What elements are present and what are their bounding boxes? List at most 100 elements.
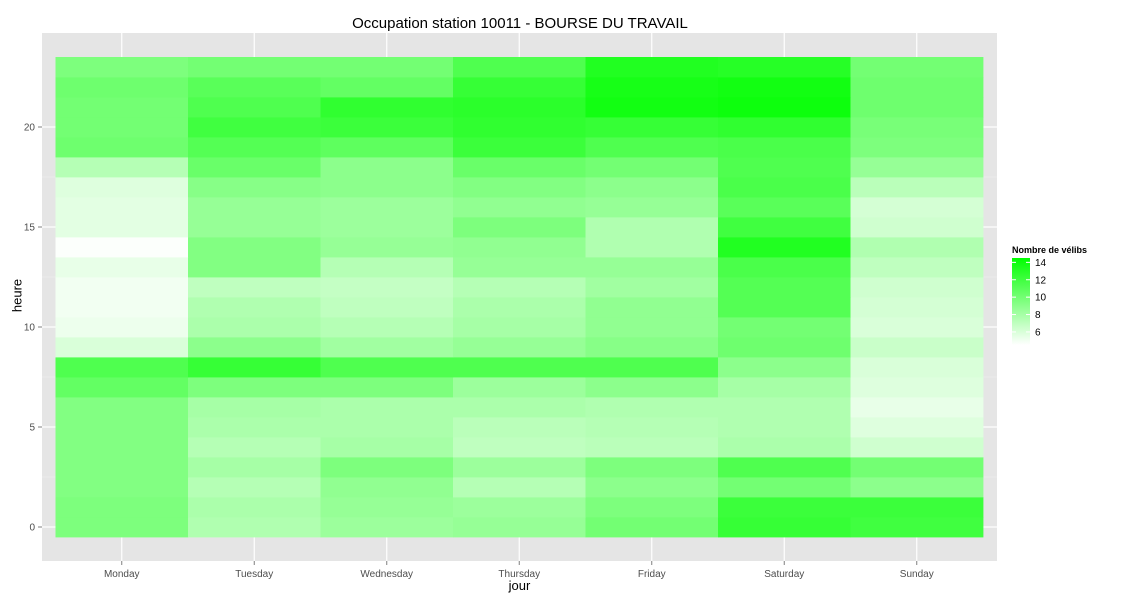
- plot-panel: [42, 33, 997, 561]
- heatmap-cell: [850, 317, 984, 338]
- heatmap-cell: [453, 257, 586, 278]
- heatmap-cell: [55, 477, 189, 498]
- heatmap-cell: [188, 457, 321, 478]
- heatmap-cell: [850, 397, 984, 418]
- heatmap-cell: [453, 417, 586, 438]
- heatmap-cell: [453, 57, 586, 78]
- x-axis-label: jour: [508, 578, 531, 593]
- heatmap-cell: [453, 177, 586, 198]
- heatmap-cell: [320, 217, 454, 238]
- heatmap-cell: [850, 257, 984, 278]
- heatmap-cell: [850, 437, 984, 458]
- heatmap-cell: [585, 277, 719, 298]
- heatmap-cell: [55, 157, 189, 178]
- heatmap-cell: [453, 337, 586, 358]
- heatmap-cell: [55, 397, 189, 418]
- heatmap-cell: [718, 417, 851, 438]
- heatmap-cell: [453, 77, 586, 98]
- heatmap-cell: [320, 497, 454, 518]
- heatmap-cell: [718, 57, 851, 78]
- heatmap-cell: [718, 237, 851, 258]
- heatmap-cell: [585, 357, 719, 378]
- y-tick-label: 0: [29, 523, 35, 534]
- heatmap-cell: [188, 297, 321, 318]
- heatmap-cell: [55, 457, 189, 478]
- heatmap-cell: [718, 197, 851, 218]
- heatmap-cell: [320, 517, 454, 538]
- heatmap-cell: [585, 337, 719, 358]
- heatmap-cell: [585, 257, 719, 278]
- heatmap-cell: [585, 457, 719, 478]
- heatmap-cell: [320, 157, 454, 178]
- heatmap-cell: [320, 237, 454, 258]
- heatmap-cell: [188, 77, 321, 98]
- heatmap-cell: [585, 217, 719, 238]
- heatmap-cell: [453, 157, 586, 178]
- heatmap-cell: [453, 117, 586, 138]
- heatmap-cell: [188, 277, 321, 298]
- heatmap-cell: [850, 137, 984, 158]
- heatmap-cell: [453, 297, 586, 318]
- heatmap-cell: [188, 517, 321, 538]
- heatmap-cell: [453, 277, 586, 298]
- heatmap-cell: [718, 177, 851, 198]
- legend-tick-label: 6: [1035, 327, 1041, 338]
- heatmap-cell: [718, 477, 851, 498]
- y-tick-label: 10: [24, 323, 36, 334]
- heatmap-cell: [320, 477, 454, 498]
- heatmap-cell: [320, 117, 454, 138]
- heatmap-cell: [188, 397, 321, 418]
- heatmap-cell: [585, 57, 719, 78]
- heatmap-cell: [453, 357, 586, 378]
- heatmap-cell: [453, 497, 586, 518]
- heatmap-cell: [850, 217, 984, 238]
- heatmap-cell: [320, 397, 454, 418]
- heatmap-cell: [55, 77, 189, 98]
- heatmap-cell: [55, 417, 189, 438]
- heatmap-cell: [585, 477, 719, 498]
- heatmap-cell: [320, 417, 454, 438]
- legend-colorbar: [1012, 258, 1030, 345]
- heatmap-cell: [320, 257, 454, 278]
- heatmap-cell: [55, 357, 189, 378]
- heatmap-cell: [320, 77, 454, 98]
- heatmap-cell: [453, 317, 586, 338]
- heatmap-cell: [453, 377, 586, 398]
- heatmap-cell: [55, 237, 189, 258]
- heatmap-cell: [718, 277, 851, 298]
- heatmap-cell: [453, 437, 586, 458]
- heatmap-cell: [850, 117, 984, 138]
- heatmap-cell: [850, 417, 984, 438]
- heatmap-cell: [850, 177, 984, 198]
- heatmap-cell: [55, 517, 189, 538]
- heatmap-cell: [188, 137, 321, 158]
- heatmap-cell: [453, 517, 586, 538]
- heatmap-cell: [850, 277, 984, 298]
- heatmap-cell: [453, 197, 586, 218]
- heatmap-cell: [55, 297, 189, 318]
- heatmap-cell: [850, 57, 984, 78]
- heatmap-cell: [585, 117, 719, 138]
- heatmap-cell: [188, 217, 321, 238]
- heatmap-cell: [320, 177, 454, 198]
- heatmap-cell: [585, 197, 719, 218]
- heatmap-cell: [188, 157, 321, 178]
- heatmap-cell: [585, 297, 719, 318]
- heatmap-cell: [585, 437, 719, 458]
- heatmap-cell: [718, 257, 851, 278]
- heatmap-cell: [55, 137, 189, 158]
- heatmap-cell: [718, 497, 851, 518]
- heatmap-cell: [718, 397, 851, 418]
- heatmap-cell: [585, 77, 719, 98]
- y-tick-label: 5: [29, 423, 35, 434]
- heatmap-cell: [453, 217, 586, 238]
- heatmap-cell: [320, 297, 454, 318]
- heatmap-cell: [718, 317, 851, 338]
- heatmap-cell: [188, 97, 321, 118]
- heatmap-cell: [188, 197, 321, 218]
- heatmap-cell: [55, 217, 189, 238]
- legend-tick-label: 12: [1035, 275, 1047, 286]
- heatmap-cell: [850, 77, 984, 98]
- heatmap-cell: [718, 97, 851, 118]
- heatmap-cell: [718, 357, 851, 378]
